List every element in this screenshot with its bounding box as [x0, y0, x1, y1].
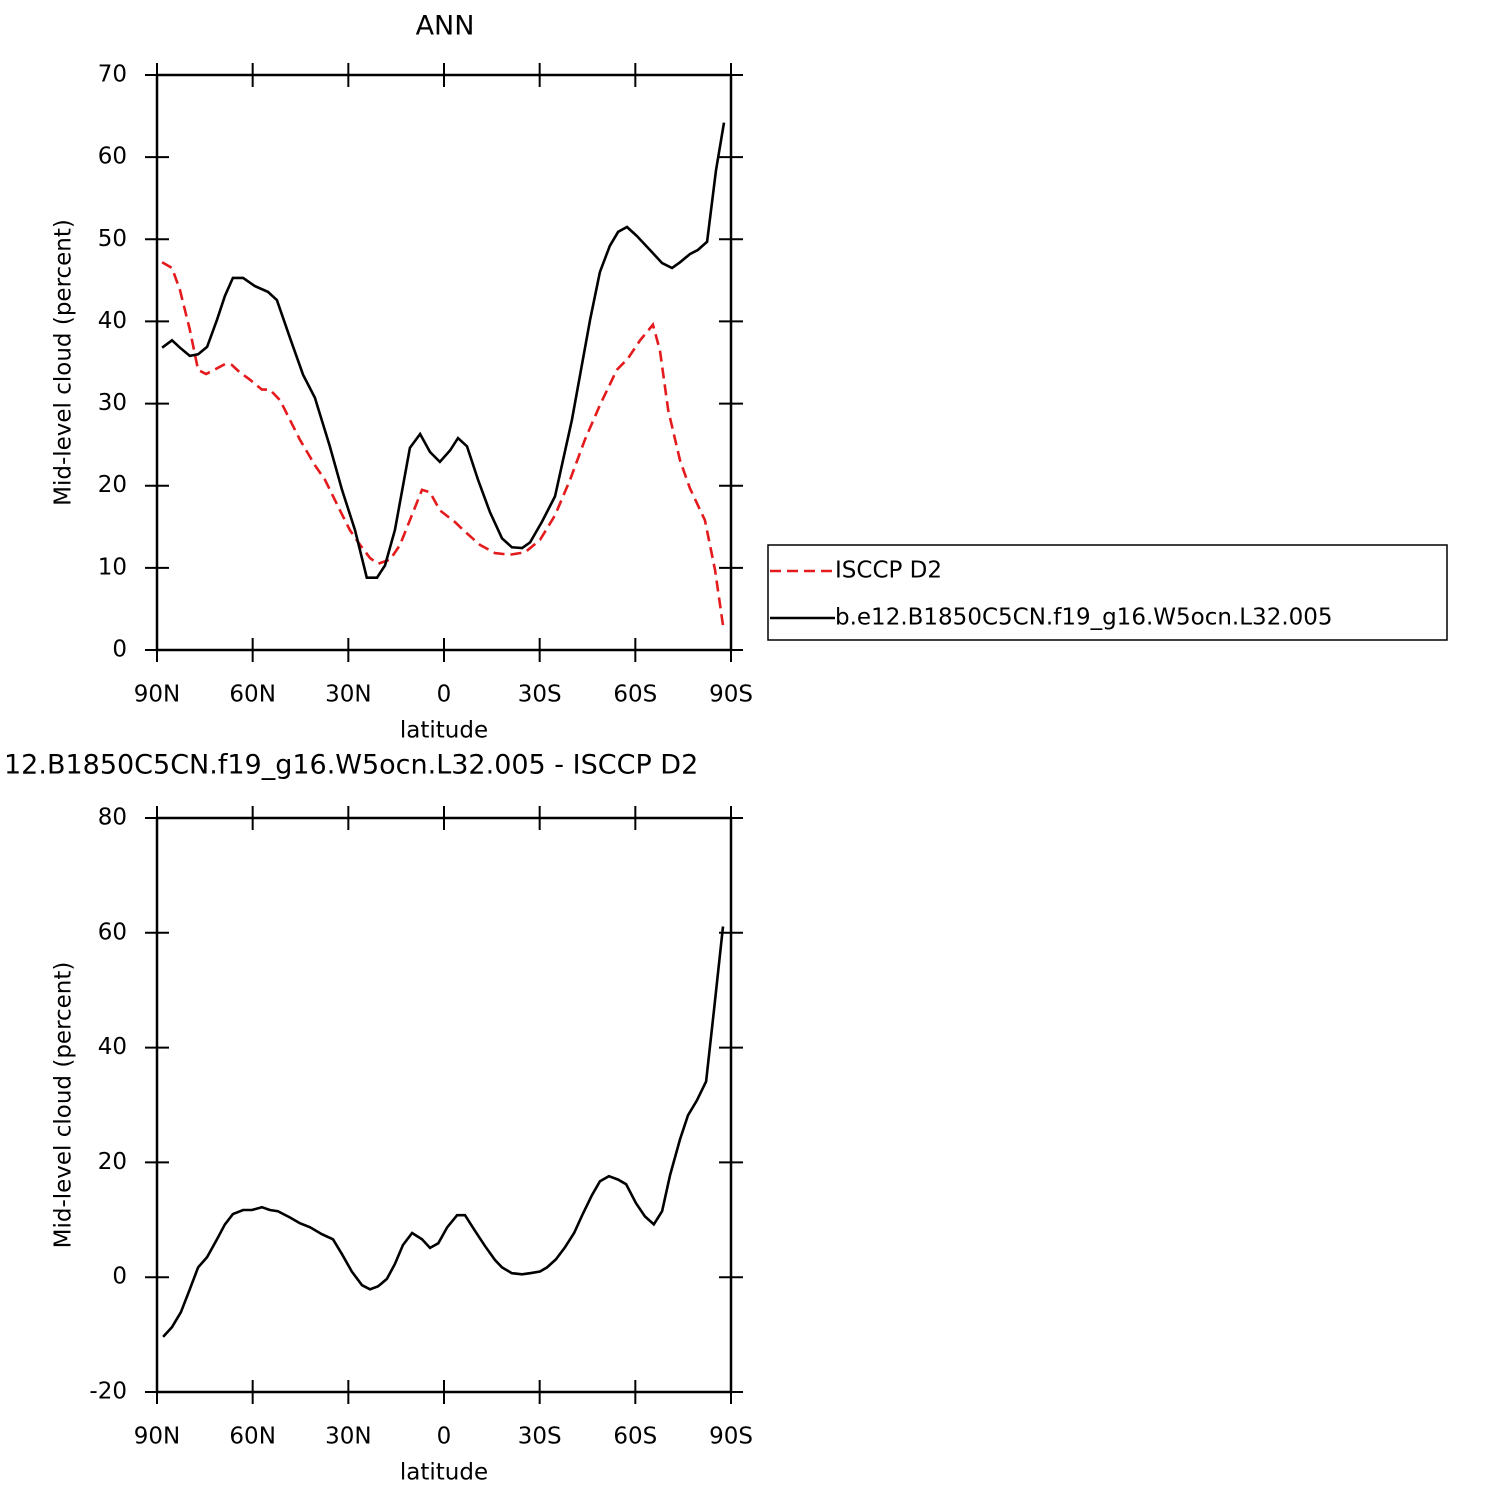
- x-axis-label: latitude: [400, 1460, 488, 1486]
- y-tick-label: 20: [98, 1149, 127, 1175]
- y-tick-label: 30: [98, 390, 127, 416]
- x-tick-label: 30S: [518, 1424, 562, 1450]
- x-tick-label: 60S: [613, 682, 657, 708]
- y-tick-label: 10: [98, 554, 127, 580]
- legend-box: [767, 544, 1448, 641]
- y-tick-label: 60: [98, 144, 127, 170]
- y-tick-label: 0: [112, 1264, 127, 1290]
- x-tick-label: 60S: [613, 1424, 657, 1450]
- series-line: [161, 122, 726, 579]
- x-axis-label: latitude: [400, 718, 488, 744]
- series-line: [161, 261, 725, 626]
- plot-frame: [155, 816, 733, 1394]
- y-tick-label: 40: [98, 1034, 127, 1060]
- x-tick-label: 90S: [709, 682, 753, 708]
- y-tick-label: -20: [89, 1379, 127, 1405]
- y-tick-label: 0: [112, 637, 127, 663]
- y-axis-label: Mid-level cloud (percent): [51, 219, 77, 506]
- y-tick-label: 20: [98, 472, 127, 498]
- x-tick-label: 30N: [325, 682, 371, 708]
- x-tick-label: 60N: [229, 682, 275, 708]
- x-tick-label: 30S: [518, 682, 562, 708]
- legend-label: b.e12.B1850C5CN.f19_g16.W5ocn.L32.005: [835, 605, 1333, 631]
- y-tick-label: 80: [98, 805, 127, 831]
- y-tick-label: 70: [98, 62, 127, 88]
- y-tick-label: 50: [98, 226, 127, 252]
- x-tick-label: 90N: [134, 682, 180, 708]
- series-line: [162, 926, 725, 1338]
- x-tick-label: 30N: [325, 1424, 371, 1450]
- y-axis-label: Mid-level cloud (percent): [51, 962, 77, 1249]
- x-tick-label: 0: [437, 682, 452, 708]
- legend-label: ISCCP D2: [835, 558, 942, 584]
- plot-frame: [155, 73, 733, 652]
- x-tick-label: 60N: [229, 1424, 275, 1450]
- chart-title: 12.B1850C5CN.f19_g16.W5ocn.L32.005 - ISC…: [4, 750, 698, 781]
- x-tick-label: 90S: [709, 1424, 753, 1450]
- y-tick-label: 60: [98, 919, 127, 945]
- x-tick-label: 0: [437, 1424, 452, 1450]
- x-tick-label: 90N: [134, 1424, 180, 1450]
- chart-title: ANN: [416, 11, 475, 42]
- y-tick-label: 40: [98, 308, 127, 334]
